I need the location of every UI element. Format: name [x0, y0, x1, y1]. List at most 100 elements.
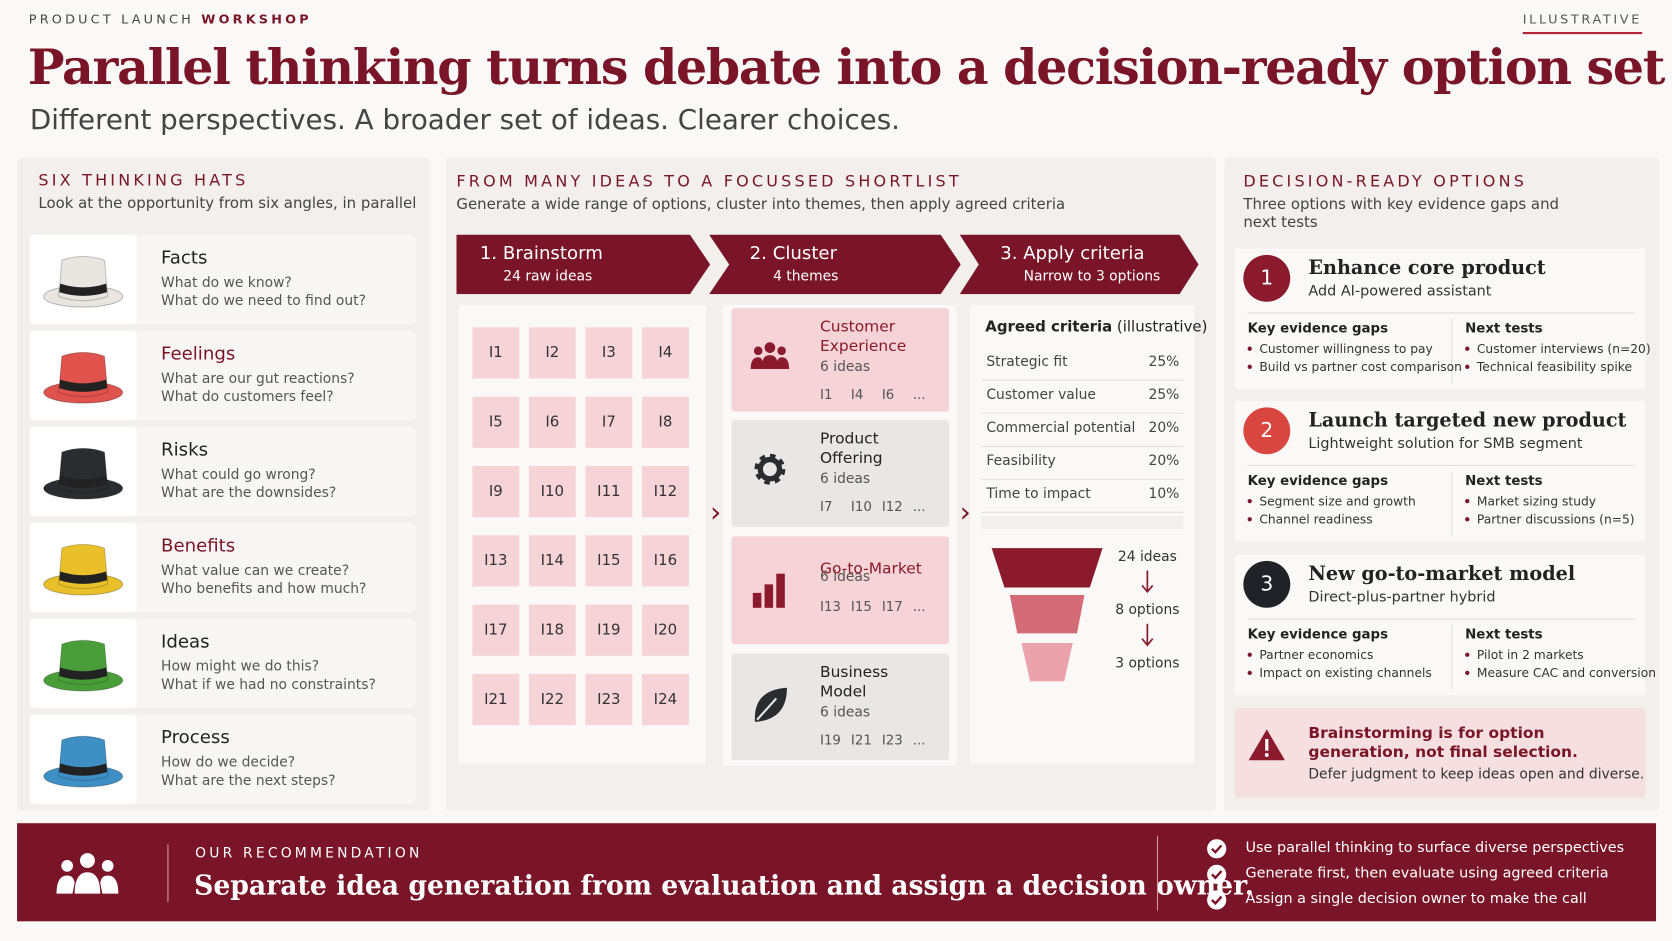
check-icon	[1206, 889, 1227, 915]
recommendation-bullet: Assign a single decision owner to make t…	[1245, 890, 1587, 908]
cluster-idea: I4	[850, 386, 864, 403]
gaps-label: Key evidence gaps	[1247, 319, 1389, 336]
hat-question: How might we do this?	[161, 658, 320, 675]
criteria-name: Feasibility	[986, 453, 1056, 470]
cluster-name: Customer Experience	[820, 318, 907, 356]
arrow	[1140, 569, 1155, 599]
cluster-idea: I12	[881, 497, 903, 514]
cluster-idea: ...	[912, 731, 926, 748]
test-item: Customer interviews (n=20)	[1462, 341, 1651, 356]
idea-chip: I24	[641, 673, 689, 726]
hat-icon	[43, 639, 124, 692]
test-item: Market sizing study	[1462, 494, 1596, 509]
icon	[750, 341, 790, 369]
cluster-count: 6 ideas	[820, 471, 871, 488]
idea-chip: I6	[528, 396, 576, 448]
cluster-idea: I1	[820, 386, 833, 403]
recommendation-bullet: Generate first, then evaluate using agre…	[1245, 864, 1609, 882]
step-chevron: 3. Apply criteria Narrow to 3 options	[959, 234, 1199, 295]
gaps-label: Key evidence gaps	[1247, 472, 1389, 489]
idea-chip: I19	[585, 604, 633, 656]
hat-row: Risks What could go wrong? What are the do…	[29, 426, 416, 517]
idea-chip: I21	[472, 673, 520, 726]
divider	[1451, 318, 1453, 383]
option-sub: Lightweight solution for SMB segment	[1308, 435, 1583, 453]
gap-item: Build vs partner cost comparison	[1244, 359, 1462, 374]
idea-chip: I11	[585, 465, 633, 518]
hat-name: Ideas	[161, 631, 210, 653]
cluster-idea: I15	[850, 598, 872, 615]
criteria-box	[970, 304, 1195, 764]
hat-icon	[43, 447, 124, 500]
step-sub: 4 themes	[773, 268, 839, 285]
idea-chip: I2	[528, 327, 576, 379]
cluster-name: Product Offering	[820, 430, 883, 468]
criteria-heading-text: Agreed criteria	[985, 318, 1113, 336]
check	[1207, 839, 1227, 859]
cluster-card: Business Model 6 ideas I19 I21 I23...	[731, 653, 950, 761]
cluster-name: Go-to-Market	[820, 560, 922, 578]
check	[1207, 890, 1227, 910]
divider	[1451, 624, 1453, 689]
idea-chip: I7	[585, 396, 633, 448]
hat-row: Feelings What are our gut reactions? What …	[29, 330, 416, 421]
option-card: 3 New go-to-market model Direct-plus-partn…	[1234, 554, 1656, 696]
option-sub: Direct-plus-partner hybrid	[1308, 588, 1496, 606]
idea-chip: I13	[472, 535, 520, 587]
option-card: 2 Launch targeted new product Lightweight …	[1234, 400, 1646, 542]
gaps-label: Key evidence gaps	[1247, 625, 1389, 642]
hat-name: Benefits	[161, 535, 236, 557]
funnel-graphic	[991, 548, 1103, 682]
eyebrow-lead: PRODUCT LAUNCH	[28, 11, 194, 27]
recommendation-banner: OUR RECOMMENDATION Separate idea generat…	[17, 823, 1657, 922]
hat-question: What do we know?	[161, 275, 292, 292]
funnel-label: 24 ideas	[1117, 549, 1177, 566]
gap-item: Segment size and growth	[1244, 494, 1415, 509]
hat-icon	[43, 255, 124, 308]
section-subtitle: Three options with key evidence gaps and…	[1243, 196, 1560, 232]
people-icon	[56, 853, 119, 894]
arrow: ›	[710, 496, 722, 529]
hat-name: Feelings	[161, 343, 236, 365]
option-number: 3	[1243, 560, 1291, 608]
cluster-idea: I6	[881, 386, 895, 403]
idea-chip: I4	[641, 327, 689, 379]
hat-name: Risks	[161, 439, 209, 461]
warning-title: Brainstorming is for option generation, …	[1308, 725, 1578, 762]
hat-row: Benefits What value can we create? Who ben…	[29, 522, 416, 613]
option-number: 2	[1243, 407, 1291, 455]
idea-chip: I23	[585, 673, 633, 726]
test-item: Measure CAC and conversion	[1462, 665, 1656, 680]
warning-icon	[1248, 729, 1285, 761]
section-title: SIX THINKING HATS	[38, 170, 249, 190]
divider	[981, 516, 1184, 529]
tests-label: Next tests	[1465, 625, 1543, 642]
criteria-weight: 25%	[1148, 354, 1180, 371]
criteria-row: Customer value 25%	[981, 381, 1184, 414]
criteria-row: Commercial potential 20%	[981, 414, 1184, 447]
options-panel: DECISION-READY OPTIONS Three options wit…	[1224, 157, 1660, 811]
hat-row: Facts What do we know? What do we need to …	[29, 234, 416, 325]
cluster-card: Product Offering 6 ideas I7 I10 I12...	[731, 420, 950, 527]
shortlist-panel: FROM MANY IDEAS TO A FOCUSSED SHORTLIST …	[445, 157, 1216, 811]
recommendation-bullet: Use parallel thinking to surface diverse…	[1245, 839, 1625, 857]
hat-question: Who benefits and how much?	[161, 581, 367, 598]
cluster-idea: ...	[912, 598, 926, 615]
gap-item: Customer willingness to pay	[1244, 341, 1432, 356]
hat-icon-box	[29, 330, 137, 421]
step-sub: Narrow to 3 options	[1023, 268, 1161, 285]
hat-icon	[43, 735, 124, 788]
idea-chip: I10	[528, 465, 576, 518]
cluster-count: 6 ideas	[820, 359, 871, 376]
idea-chip: I1	[472, 327, 520, 379]
hat-question: What could go wrong?	[161, 467, 316, 484]
hats-panel: SIX THINKING HATS Look at the opportunit…	[17, 157, 431, 811]
cluster-icon	[749, 567, 792, 614]
option-title: New go-to-market model	[1308, 563, 1576, 586]
subtitle: Different perspectives. A broader set of…	[29, 104, 901, 137]
gap-item: Channel readiness	[1244, 512, 1372, 527]
step-sub: 24 raw ideas	[503, 268, 593, 285]
section-subtitle: Generate a wide range of options, cluste…	[456, 196, 1066, 214]
hat-question: What are our gut reactions?	[161, 371, 355, 388]
